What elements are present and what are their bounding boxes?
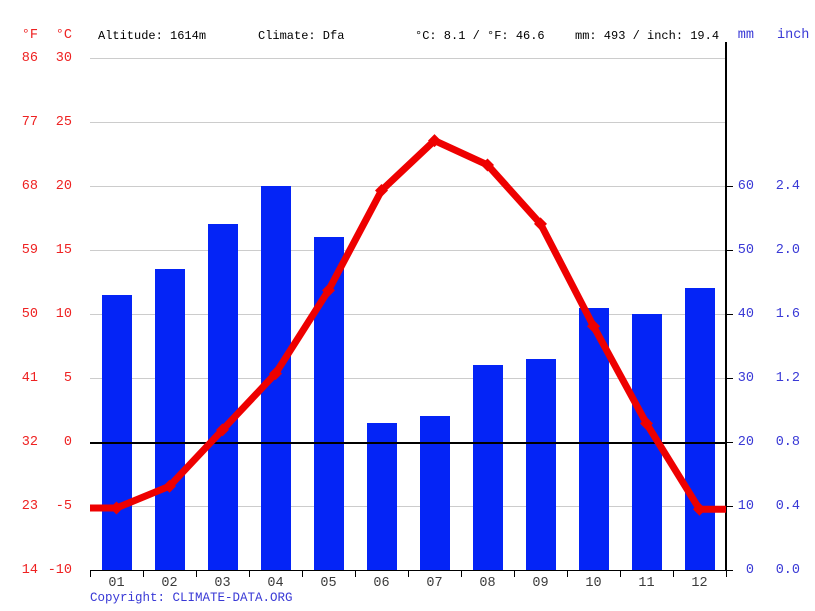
celsius-unit-label: °C <box>55 28 72 43</box>
right-axis-tick-20mm <box>726 442 733 443</box>
temperature-point-07 <box>428 134 441 148</box>
precip-bar-10 <box>578 307 609 570</box>
right-axis-tick-50mm <box>726 250 733 251</box>
axis-label-f-41: 41 <box>21 371 38 386</box>
climate-classification-label: Climate: Dfa <box>258 29 345 43</box>
axis-label-f-68: 68 <box>21 179 38 194</box>
axis-label-f-23: 23 <box>21 499 38 514</box>
inch-unit-label: inch <box>777 28 810 43</box>
altitude-label: Altitude: 1614m <box>98 29 207 43</box>
mm-unit-label: mm <box>737 28 754 43</box>
axis-label-mm-30: 30 <box>737 371 754 386</box>
precip-bar-08 <box>472 365 503 570</box>
axis-label-inch-1.2: 1.2 <box>775 371 800 386</box>
axis-label-f-14: 14 <box>21 563 38 578</box>
axis-label-inch-2.0: 2.0 <box>775 243 800 258</box>
month-label-04: 04 <box>267 576 284 591</box>
x-axis-line <box>90 570 727 571</box>
precip-bar-03 <box>207 224 238 570</box>
axis-label-f-32: 32 <box>21 435 38 450</box>
axis-label-inch-0.8: 0.8 <box>775 435 800 450</box>
x-axis-tick-5 <box>354 571 356 577</box>
temperature-point-08 <box>481 158 494 172</box>
x-axis-tick-3 <box>248 571 250 577</box>
axis-label-f-77: 77 <box>21 115 38 130</box>
x-axis-tick-2 <box>195 571 197 577</box>
month-label-08: 08 <box>479 576 496 591</box>
x-axis-tick-11 <box>672 571 674 577</box>
axis-label-c--5: -5 <box>55 499 72 514</box>
copyright: Copyright: CLIMATE-DATA.ORG <box>90 590 293 606</box>
right-axis-tick-0mm <box>726 570 733 571</box>
axis-label-c-25: 25 <box>55 115 72 130</box>
axis-label-c-30: 30 <box>55 51 72 66</box>
month-label-09: 09 <box>532 576 549 591</box>
axis-label-f-50: 50 <box>21 307 38 322</box>
gridline-30c <box>90 58 726 59</box>
precip-bar-04 <box>260 186 291 570</box>
axis-label-mm-0: 0 <box>745 563 754 578</box>
precip-bar-09 <box>525 358 556 570</box>
axis-label-c-5: 5 <box>63 371 72 386</box>
axis-label-f-86: 86 <box>21 51 38 66</box>
axis-label-c-0: 0 <box>63 435 72 450</box>
gridline-15c <box>90 250 726 251</box>
axis-label-c--10: -10 <box>47 563 72 578</box>
axis-label-c-15: 15 <box>55 243 72 258</box>
axis-label-inch-2.4: 2.4 <box>775 179 800 194</box>
month-label-03: 03 <box>214 576 231 591</box>
axis-label-mm-10: 10 <box>737 499 754 514</box>
x-axis-tick-6 <box>407 571 409 577</box>
right-axis-tick-60mm <box>726 186 733 187</box>
right-axis-tick-30mm <box>726 378 733 379</box>
right-axis-tick-40mm <box>726 314 733 315</box>
copyright-link[interactable]: CLIMATE-DATA.ORG <box>172 591 293 605</box>
zero-degree-line <box>90 441 726 444</box>
axis-label-mm-20: 20 <box>737 435 754 450</box>
precip-bar-02 <box>154 269 185 570</box>
annual-temperature-summary: °C: 8.1 / °F: 46.6 <box>415 29 545 43</box>
axis-label-c-10: 10 <box>55 307 72 322</box>
month-label-07: 07 <box>426 576 443 591</box>
month-label-11: 11 <box>638 576 655 591</box>
month-label-10: 10 <box>585 576 602 591</box>
axis-label-inch-0.0: 0.0 <box>775 563 800 578</box>
month-label-02: 02 <box>161 576 178 591</box>
axis-label-mm-60: 60 <box>737 179 754 194</box>
axis-label-f-59: 59 <box>21 243 38 258</box>
x-axis-tick-1 <box>142 571 144 577</box>
x-axis-tick-12 <box>725 571 727 577</box>
x-axis-tick-10 <box>619 571 621 577</box>
x-axis-tick-9 <box>566 571 568 577</box>
gridline-25c <box>90 122 726 123</box>
temperature-point-09 <box>534 217 547 231</box>
precip-bar-06 <box>366 422 397 570</box>
axis-label-inch-0.4: 0.4 <box>775 499 800 514</box>
x-axis-tick-7 <box>460 571 462 577</box>
month-label-12: 12 <box>691 576 708 591</box>
month-label-05: 05 <box>320 576 337 591</box>
x-axis-tick-0 <box>89 571 91 577</box>
gridline-20c <box>90 186 726 187</box>
x-axis-tick-4 <box>301 571 303 577</box>
annual-precipitation-summary: mm: 493 / inch: 19.4 <box>575 29 720 43</box>
copyright-prefix: Copyright: <box>90 591 173 605</box>
right-axis-line <box>724 42 727 571</box>
fahrenheit-unit-label: °F <box>21 28 38 43</box>
axis-label-mm-40: 40 <box>737 307 754 322</box>
precip-bar-12 <box>684 288 715 570</box>
axis-label-mm-50: 50 <box>737 243 754 258</box>
month-label-06: 06 <box>373 576 390 591</box>
month-label-01: 01 <box>108 576 125 591</box>
right-axis-tick-10mm <box>726 506 733 507</box>
axis-label-inch-1.6: 1.6 <box>775 307 800 322</box>
precip-bar-05 <box>313 237 344 570</box>
x-axis-tick-8 <box>513 571 515 577</box>
axis-label-c-20: 20 <box>55 179 72 194</box>
precip-bar-01 <box>101 294 132 570</box>
precip-bar-07 <box>419 416 450 570</box>
